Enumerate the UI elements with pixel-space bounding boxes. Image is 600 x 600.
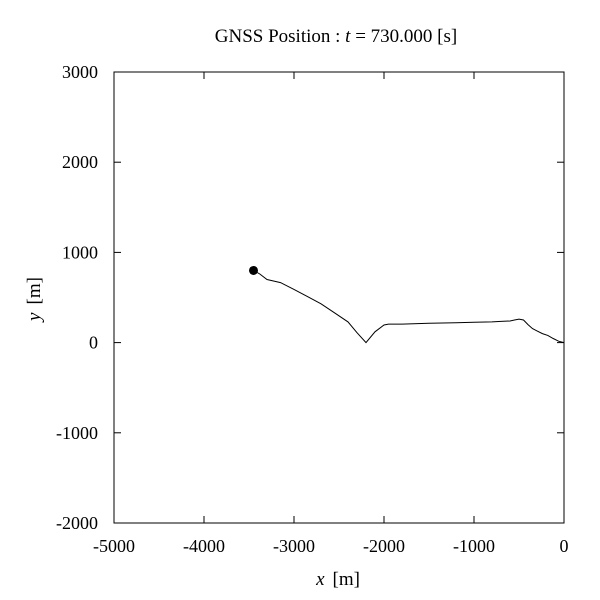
x-axis-ticks: -5000 -4000 -3000 -2000 -1000 0	[93, 72, 569, 556]
y-tick-label: 2000	[62, 152, 98, 172]
x-tick-label: -5000	[93, 536, 135, 556]
trajectory-line	[253, 269, 565, 344]
x-tick-label: -3000	[273, 536, 315, 556]
x-tick-label: -2000	[363, 536, 405, 556]
x-tick-label: 0	[560, 536, 569, 556]
y-tick-label: 3000	[62, 62, 98, 82]
current-position-marker	[249, 265, 258, 275]
x-tick-label: -4000	[183, 536, 225, 556]
y-tick-label: -1000	[56, 423, 98, 443]
plot-frame	[113, 71, 565, 524]
y-tick-label: -2000	[56, 513, 98, 533]
x-axis-label: x [m]	[315, 569, 360, 590]
chart-title: GNSS Position : t = 730.000 [s]	[215, 26, 457, 47]
x-tick-label: -1000	[453, 536, 495, 556]
y-axis-label: y[m]	[24, 277, 45, 323]
y-tick-label: 0	[89, 333, 98, 353]
y-axis-ticks: -2000 -1000 0 1000 2000 3000	[56, 62, 564, 533]
y-tick-label: 1000	[62, 242, 98, 262]
